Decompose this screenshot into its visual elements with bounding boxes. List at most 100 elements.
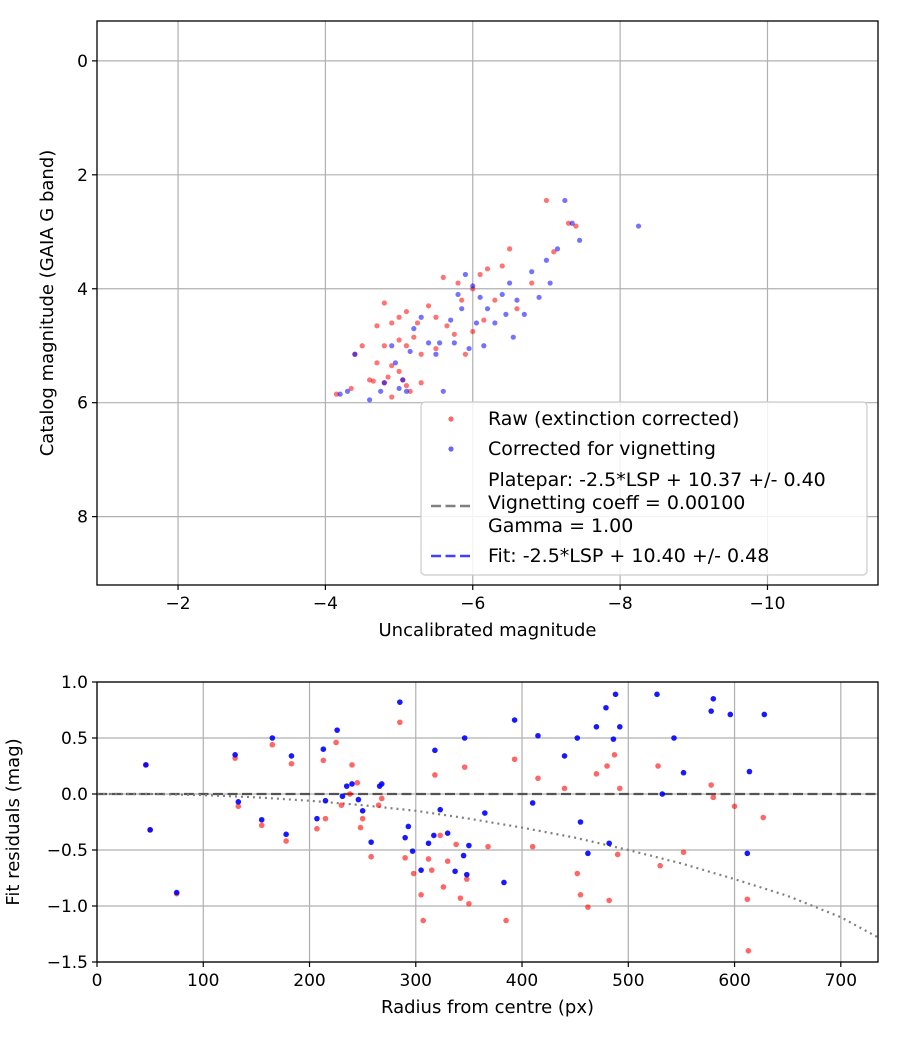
panel1-series-1-point-11: [407, 348, 413, 355]
panel1-series-1-point-23: [466, 345, 472, 352]
panel2-ytick-label-0: −1.5: [47, 953, 88, 973]
panel1-series-1-point-14: [425, 340, 432, 346]
panel1-series-1-point-18: [448, 317, 454, 323]
panel2-series-1-point-43: [577, 819, 584, 825]
panel1-series-0-point-14: [389, 394, 395, 400]
panel2-series-0-point-31: [440, 884, 447, 890]
panel1-series-0-point-23: [411, 334, 417, 340]
panel2-series-1-point-34: [463, 871, 470, 878]
panel2-series-1-point-15: [349, 781, 355, 787]
panel1-series-1-point-39: [547, 280, 553, 286]
legend-label-corrected: Corrected for vignetting: [488, 438, 716, 460]
panel2-series-0-point-15: [349, 762, 355, 768]
panel2-series-1-point-55: [708, 708, 714, 714]
panel2-series-0-point-56: [708, 782, 714, 788]
panel2-series-0-point-22: [397, 719, 403, 726]
panel2-series-0-point-19: [368, 853, 374, 860]
panel2-ytick-label-4: 0.5: [61, 729, 88, 749]
panel2-ytick-label-2: −0.5: [47, 841, 88, 861]
panel1-series-1-point-3: [367, 397, 373, 403]
panel1-series-0-point-34: [459, 297, 465, 303]
legend-label-fit: Fit: -2.5*LSP + 10.40 +/- 0.48: [488, 545, 769, 567]
panel2-series-1-point-28: [432, 747, 438, 754]
panel2-model-curve: [97, 792, 878, 939]
panel2-series-1-point-8: [288, 753, 295, 759]
panel2-ytick-label-1: −1.0: [47, 897, 88, 917]
panel2-series-0-point-53: [655, 763, 661, 769]
panel1-series-1-point-13: [418, 314, 424, 320]
panel1-series-0-point-37: [470, 328, 476, 335]
panel1-series-1-point-30: [499, 291, 505, 298]
panel1-data-area: [333, 197, 642, 403]
panel2-xtick-label-7: 700: [825, 971, 857, 991]
panel2-series-1-point-24: [409, 848, 416, 854]
panel1-xtick-label-2: −6: [460, 594, 485, 614]
panel2-series-1-point-11: [322, 797, 329, 804]
panel2-series-0-point-47: [593, 771, 600, 777]
panel2-series-0-point-11: [322, 815, 329, 822]
panel1-series-1-point-20: [455, 291, 461, 298]
panel1-series-1-point-22: [462, 271, 468, 278]
panel1-xtick-label-1: −4: [313, 594, 338, 614]
panel2-series-1-point-0: [143, 762, 149, 768]
legend-label-platepar-line-1: Vignetting coeff = 0.00100: [488, 492, 745, 514]
panel1-series-0-point-1: [348, 385, 354, 392]
panel2-series-1-point-45: [593, 724, 600, 730]
panel1-frame: [96, 20, 879, 586]
panel1-series-1-point-35: [521, 311, 527, 317]
panel2-series-0-point-59: [744, 896, 751, 903]
panel1-series-1-point-5: [381, 380, 387, 386]
panel1-ytick-label-2: 4: [77, 280, 88, 300]
panel2-series-0-point-10: [320, 757, 327, 764]
panel1-series-1-point-42: [569, 220, 575, 226]
panel2-series-1-point-49: [612, 691, 619, 698]
panel2-series-1-point-14: [343, 783, 350, 789]
panel2-series-0-point-50: [611, 752, 618, 758]
panel2-series-1-point-40: [535, 732, 541, 739]
panel2-series-0-point-35: [461, 764, 468, 770]
panel1-series-1-point-40: [554, 246, 561, 252]
panel2-series-1-point-56: [710, 696, 717, 702]
panel2-series-1-point-51: [654, 691, 660, 698]
panel1-series-0-point-15: [396, 314, 402, 320]
panel2-series-1-point-23: [405, 823, 412, 830]
panel2-series-1-point-39: [529, 800, 536, 806]
panel1-series-1-point-25: [473, 320, 480, 326]
panel2-data-area: [97, 691, 878, 954]
panel2-xtick-label-6: 600: [718, 971, 750, 991]
panel2-series-1-point-59: [746, 768, 753, 775]
panel2-series-1-point-47: [606, 840, 612, 847]
panel1-series-1-point-0: [337, 391, 343, 397]
panel2-series-1-point-17: [359, 808, 366, 814]
panel1-series-0-point-6: [374, 323, 380, 329]
panel1-series-0-point-44: [514, 306, 520, 312]
panel2-series-1-point-58: [744, 850, 751, 857]
panel2-series-1-point-44: [585, 850, 591, 857]
panel1-plot: −2 −4 −6 −8 −10 0 2 4 6 8 Uncalibrated magnitude Ca…: [37, 20, 879, 641]
panel1-series-0-point-7: [374, 360, 380, 366]
panel2-series-0-point-61: [760, 814, 767, 821]
panel2-xlabel: Radius from centre (px): [381, 997, 594, 1018]
panel2-xtick-label-5: 500: [612, 971, 644, 991]
panel2-ytick-label-3: 0.0: [61, 785, 88, 805]
panel1-series-1-point-2: [352, 351, 358, 357]
panel2-series-0-point-8: [288, 760, 295, 767]
panel1-series-1-point-28: [484, 306, 491, 312]
panel1-ylabel: Catalog magnitude (GAIA G band): [37, 150, 58, 457]
panel1-series-1-point-1: [344, 388, 351, 394]
panel2-series-1-point-20: [378, 781, 385, 787]
panel2-series-0-point-13: [338, 802, 345, 808]
panel2-series-0-point-14: [347, 791, 353, 797]
panel1-xtick-label-3: −8: [608, 594, 633, 614]
panel1-series-0-point-17: [396, 368, 402, 374]
panel2-series-0-point-49: [606, 897, 612, 904]
panel1-series-0-point-49: [573, 223, 579, 229]
panel1-series-0-point-33: [455, 280, 461, 286]
panel2-series-0-point-12: [333, 739, 339, 746]
legend-label-platepar: Platepar: -2.5*LSP + 10.37 +/- 0.40 Vigne…: [488, 469, 826, 537]
panel1-series-1-point-38: [543, 257, 550, 263]
panel2-series-1-point-57: [727, 711, 734, 718]
panel2-series-1-point-32: [460, 852, 467, 859]
panel1-series-0-point-3: [359, 343, 365, 349]
panel1-series-1-point-43: [576, 237, 583, 243]
